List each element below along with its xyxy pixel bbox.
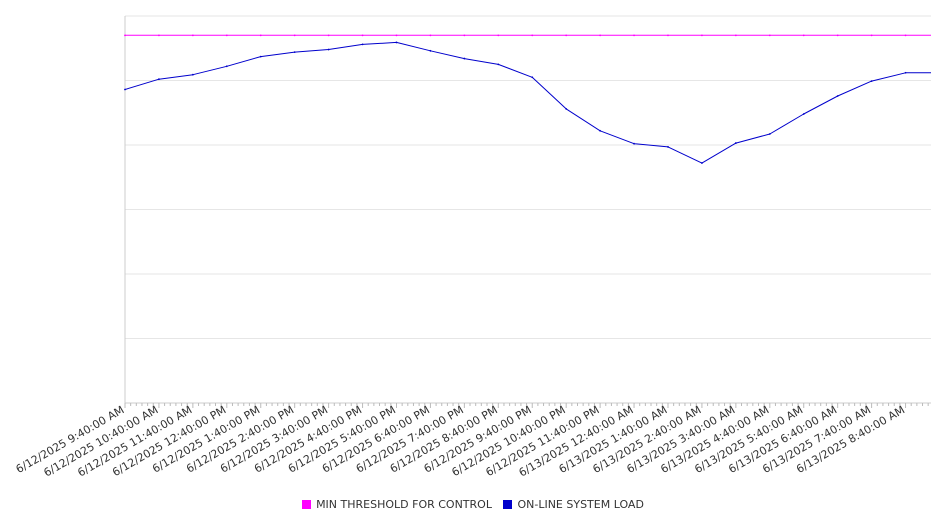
data-point xyxy=(701,162,703,164)
data-point xyxy=(225,34,228,37)
data-point xyxy=(463,34,466,37)
data-point xyxy=(293,51,296,54)
data-point xyxy=(701,34,703,37)
data-point xyxy=(633,142,635,145)
data-point xyxy=(191,73,194,76)
data-point xyxy=(429,34,432,37)
data-point xyxy=(395,41,398,44)
data-point xyxy=(734,34,737,37)
data-point xyxy=(667,34,669,37)
data-point xyxy=(225,65,228,68)
data-point xyxy=(293,34,296,37)
legend-label-system-load: ON-LINE SYSTEM LOAD xyxy=(517,498,644,511)
data-point xyxy=(531,34,534,37)
data-point xyxy=(768,133,771,135)
x-tick-labels: 6/12/2025 9:40:00 AM6/12/2025 10:40:00 A… xyxy=(14,403,907,479)
data-point xyxy=(429,49,432,52)
data-point xyxy=(124,88,126,91)
legend-item-threshold[interactable]: MIN THRESHOLD FOR CONTROL xyxy=(302,498,492,511)
data-point xyxy=(599,34,602,37)
data-point xyxy=(395,34,398,37)
legend-item-system-load[interactable]: ON-LINE SYSTEM LOAD xyxy=(503,498,644,511)
data-point xyxy=(361,43,364,46)
data-point xyxy=(565,107,568,110)
data-point xyxy=(667,146,669,148)
data-point xyxy=(836,95,839,97)
data-point xyxy=(531,76,534,79)
legend-swatch-system-load xyxy=(503,500,513,509)
data-point xyxy=(599,129,602,132)
data-point xyxy=(463,57,466,60)
data-point xyxy=(124,34,126,37)
data-point xyxy=(802,34,805,37)
data-point xyxy=(259,34,262,37)
data-point xyxy=(836,34,839,37)
legend-swatch-threshold xyxy=(302,500,312,509)
data-point xyxy=(870,34,873,37)
data-point xyxy=(361,34,364,37)
data-point xyxy=(327,48,330,51)
x-axis xyxy=(124,402,931,408)
data-point xyxy=(497,34,500,37)
data-point xyxy=(327,34,330,37)
data-point xyxy=(497,63,500,66)
data-point xyxy=(904,71,907,74)
data-point xyxy=(802,113,805,115)
series-layer xyxy=(124,34,931,164)
data-point xyxy=(158,34,160,37)
legend-label-threshold: MIN THRESHOLD FOR CONTROL xyxy=(316,498,492,511)
data-point xyxy=(191,34,194,37)
data-point xyxy=(870,80,873,83)
data-point xyxy=(158,78,160,81)
data-point xyxy=(768,34,771,37)
data-point xyxy=(565,34,568,37)
gridlines xyxy=(124,15,931,404)
data-point xyxy=(633,34,635,37)
data-point xyxy=(734,142,737,144)
data-point xyxy=(259,55,262,58)
data-point xyxy=(904,34,907,37)
legend: MIN THRESHOLD FOR CONTROL ON-LINE SYSTEM… xyxy=(0,498,946,511)
